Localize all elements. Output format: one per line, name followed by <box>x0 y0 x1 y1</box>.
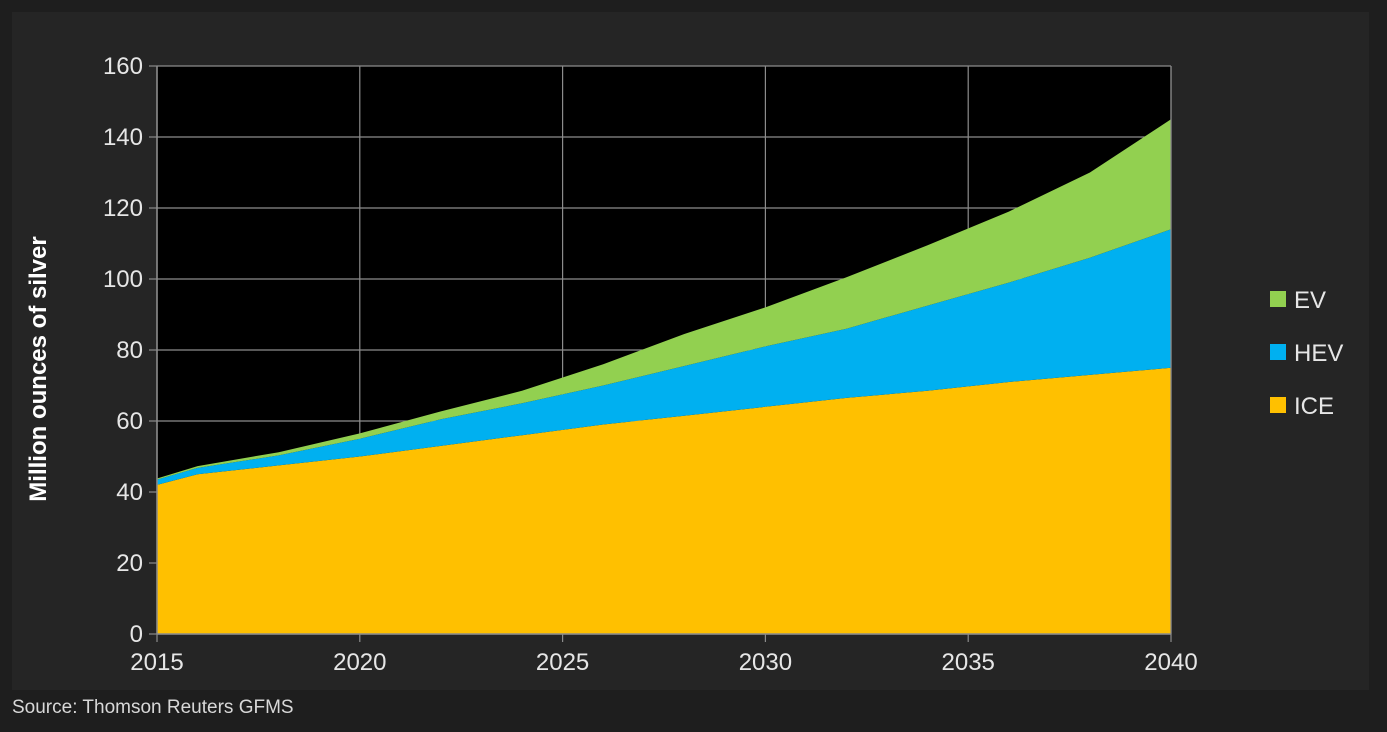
x-tick-label: 2040 <box>1144 649 1197 676</box>
x-tick-label: 2030 <box>739 649 792 676</box>
y-tick-label: 40 <box>116 479 143 506</box>
area-series <box>157 119 1171 634</box>
legend-swatch-hev <box>1270 344 1286 360</box>
legend: EV HEV ICE <box>1270 287 1343 420</box>
y-tick-label: 140 <box>103 124 143 151</box>
y-tick-label: 0 <box>130 621 143 648</box>
y-axis-title: Million ounces of silver <box>25 236 52 501</box>
y-tick-label: 80 <box>116 337 143 364</box>
y-tick-label: 120 <box>103 195 143 222</box>
source-note: Source: Thomson Reuters GFMS <box>12 697 294 718</box>
area-hev <box>157 229 1171 485</box>
x-tick-label: 2035 <box>942 649 995 676</box>
legend-swatch-ev <box>1270 291 1286 307</box>
area-ice <box>157 367 1171 634</box>
y-tick-label: 100 <box>103 266 143 293</box>
legend-swatch-ice <box>1270 397 1286 413</box>
y-tick-label: 60 <box>116 408 143 435</box>
legend-label-ice: ICE <box>1294 393 1334 420</box>
legend-label-ev: EV <box>1294 287 1326 314</box>
x-tick-label: 2020 <box>333 649 386 676</box>
x-tick-label: 2025 <box>536 649 589 676</box>
chart-panel: 0 20 40 60 80 100 120 140 160 2015 2020 2025 2030 203… <box>12 12 1369 690</box>
x-tick-label: 2015 <box>130 649 183 676</box>
legend-label-hev: HEV <box>1294 340 1343 367</box>
y-tick-label: 160 <box>103 53 143 80</box>
y-tick-label: 20 <box>116 550 143 577</box>
